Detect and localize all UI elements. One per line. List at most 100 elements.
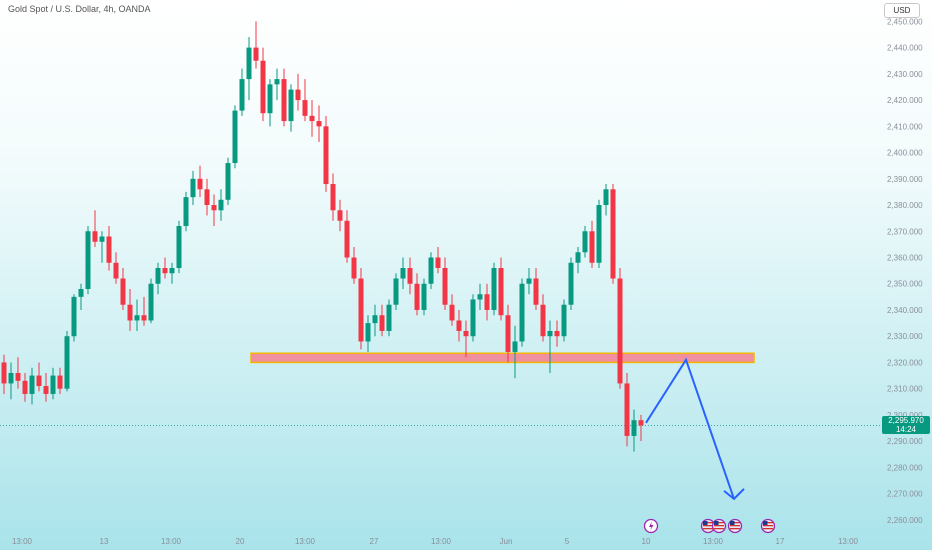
candle-body [50, 375, 56, 394]
candle-body [134, 315, 140, 321]
candle-body [344, 220, 350, 258]
candle-body [365, 323, 371, 342]
candle-body [386, 304, 392, 331]
candle-body [92, 231, 98, 242]
candle-body [407, 268, 413, 284]
candle-body [617, 278, 623, 384]
candle-body [8, 372, 14, 384]
candle-body [477, 294, 483, 300]
y-tick-label: 2,290.000 [887, 437, 923, 446]
lightning-icon[interactable] [643, 518, 659, 534]
candle-body [484, 294, 490, 310]
candle-body [267, 84, 273, 114]
y-tick-label: 2,330.000 [887, 332, 923, 341]
x-tick-label: 5 [565, 537, 570, 546]
candle-body [225, 163, 231, 200]
candle-body [498, 268, 504, 316]
candle-body [421, 283, 427, 310]
candle-body [99, 236, 105, 242]
candle-body [246, 47, 252, 80]
candle-body [491, 268, 497, 310]
candle-body [29, 375, 35, 394]
y-tick-label: 2,410.000 [887, 122, 923, 131]
y-tick-label: 2,430.000 [887, 70, 923, 79]
y-tick-label: 2,380.000 [887, 201, 923, 210]
candle-body [358, 278, 364, 342]
candle-body [414, 283, 420, 310]
candle-body [435, 257, 441, 268]
candle-body [463, 330, 469, 337]
y-tick-label: 2,440.000 [887, 44, 923, 53]
candle-body [43, 386, 49, 394]
candle-body [204, 189, 210, 206]
candle-body [470, 299, 476, 337]
candle-body [323, 126, 329, 185]
candle-body [288, 89, 294, 122]
candle-body [169, 268, 175, 274]
y-tick-label: 2,280.000 [887, 463, 923, 472]
candle-body [596, 205, 602, 263]
x-tick-label: Jun [500, 537, 513, 546]
candle-body [22, 380, 28, 394]
candle-body [197, 178, 203, 190]
candle-body [232, 110, 238, 164]
candle-body [393, 278, 399, 305]
candle-body [575, 252, 581, 263]
candle-body [610, 189, 616, 279]
candle-body [638, 420, 644, 426]
candle-body [337, 210, 343, 221]
candle-body [568, 262, 574, 305]
candle-body [120, 278, 126, 305]
candle-body [260, 60, 266, 114]
currency-button[interactable]: USD [884, 3, 920, 18]
x-tick-label: 27 [370, 537, 379, 546]
projection-arrow [645, 357, 735, 500]
candle-body [400, 268, 406, 279]
us-flag-icon[interactable] [760, 518, 776, 534]
x-tick-label: 13:00 [703, 537, 724, 546]
y-tick-label: 2,360.000 [887, 254, 923, 263]
candle-body [554, 330, 560, 337]
y-tick-label: 2,400.000 [887, 149, 923, 158]
x-tick-label: 13:00 [431, 537, 452, 546]
y-tick-label: 2,390.000 [887, 175, 923, 184]
x-tick-label: 13:00 [12, 537, 33, 546]
candle-body [456, 320, 462, 331]
candle-body [603, 189, 609, 206]
candle-body [351, 257, 357, 279]
candle-body [148, 283, 154, 321]
candle-body [631, 420, 637, 436]
us-flag-icon[interactable] [711, 518, 727, 534]
last-price-value: 2,295.970 [888, 416, 924, 425]
candle-body [57, 375, 63, 389]
candle-body [190, 178, 196, 198]
x-tick-label: 13 [100, 537, 109, 546]
candle-body [302, 100, 308, 116]
candle-body [533, 278, 539, 305]
candle-body [141, 315, 147, 321]
candle-body [106, 236, 112, 263]
bar-countdown: 14:24 [895, 425, 917, 434]
x-tick-label: 13:00 [161, 537, 182, 546]
x-tick-label: 13:00 [838, 537, 859, 546]
candle-body [512, 341, 518, 352]
y-tick-label: 2,320.000 [887, 358, 923, 367]
candle-body [71, 296, 77, 337]
us-flag-icon[interactable] [700, 518, 716, 534]
candle-body [582, 231, 588, 253]
candle-body [540, 304, 546, 337]
candle-body [162, 268, 168, 274]
candle-body [379, 315, 385, 331]
candle-body [1, 362, 7, 384]
candle-body [547, 330, 553, 337]
candle-body [85, 231, 91, 289]
candle-body [274, 79, 280, 85]
candle-body [428, 257, 434, 284]
candle-body [505, 315, 511, 352]
y-tick-label: 2,300.000 [887, 411, 923, 420]
candle-body [78, 288, 84, 297]
us-flag-icon[interactable] [727, 518, 743, 534]
last-price-tag: 2,295.970 14:24 [882, 416, 930, 434]
